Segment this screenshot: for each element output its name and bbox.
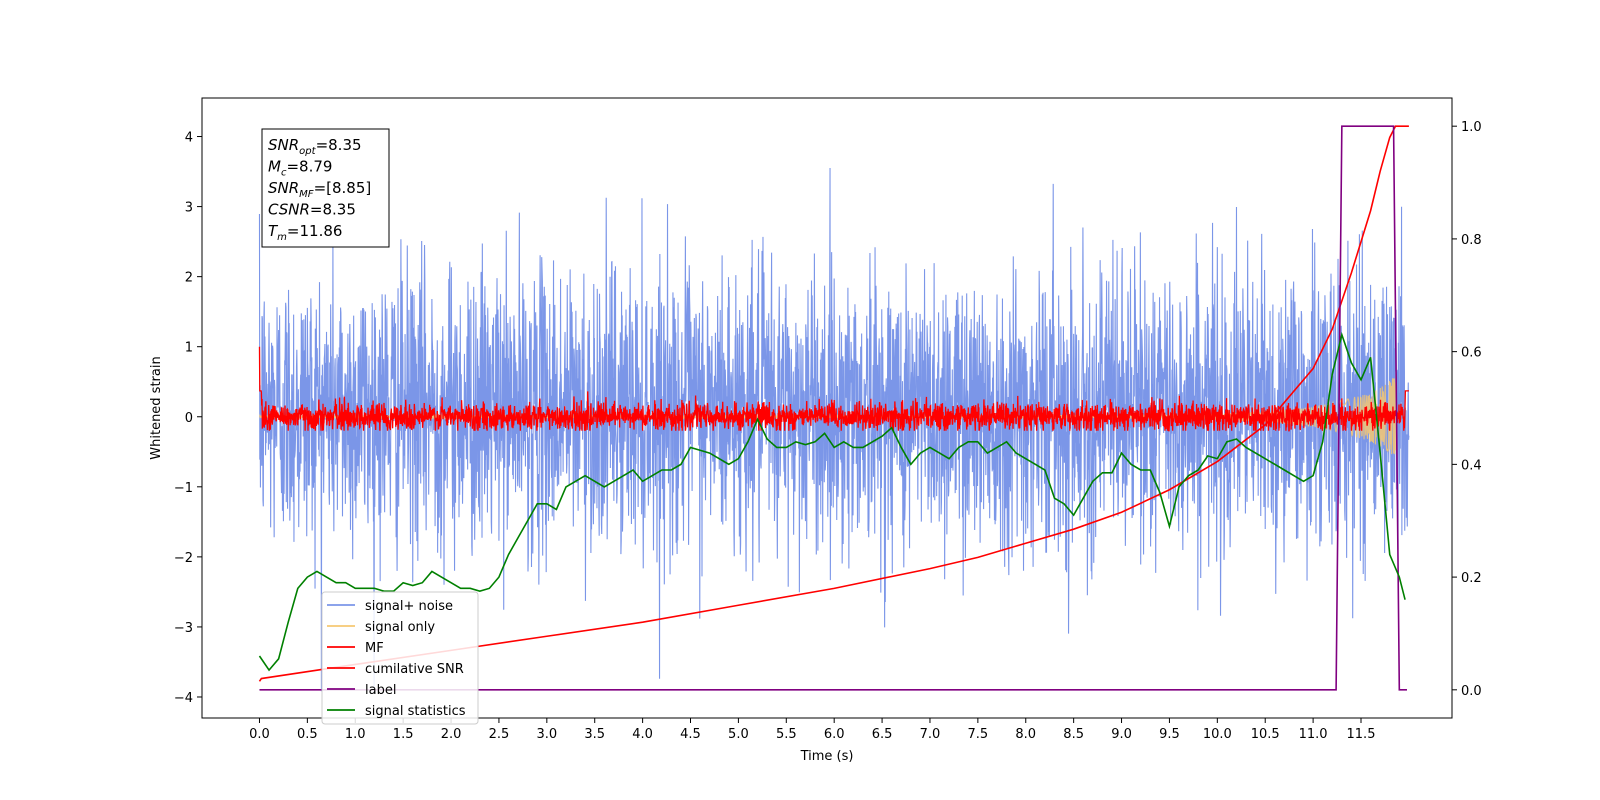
annotation-symbol: T: [268, 222, 279, 240]
y2-tick-label: 0.8: [1461, 233, 1482, 248]
x-tick-label: 10.5: [1251, 727, 1280, 742]
legend-entry: signal+ noise: [365, 599, 453, 614]
plot-area: [258, 125, 1410, 694]
y-tick-label: −2: [174, 551, 193, 566]
annotation-symbol: M: [268, 158, 281, 176]
y-axis-left: 4 3 2 1 0 −1 −2 −3 −4: [174, 131, 202, 706]
y-axis-right: 1.0 0.8 0.6 0.4 0.2 0.0: [1452, 120, 1482, 699]
y2-tick-label: 0.4: [1461, 458, 1482, 473]
x-axis-label: Time (s): [800, 749, 854, 764]
y-tick-label: −3: [174, 621, 193, 636]
annotation-symbol: SNR: [268, 179, 299, 197]
annotation-subscript: MF: [299, 189, 314, 200]
annotation-line: Tm=11.86: [268, 222, 342, 243]
x-tick-label: 9.0: [1111, 727, 1132, 742]
x-tick-label: 6.0: [824, 727, 845, 742]
y-tick-label: 4: [185, 131, 193, 146]
series-mf: [258, 346, 1409, 432]
annotation-value: =8.35: [316, 136, 362, 154]
y-tick-label: 3: [185, 201, 193, 216]
annotation-frame: [261, 128, 390, 248]
plot-frame: [201, 97, 1453, 719]
x-tick-label: 1.0: [345, 727, 366, 742]
x-tick-label: 4.5: [680, 727, 701, 742]
y-axis-label: Whitened strain: [149, 356, 164, 459]
y2-tick-label: 0.0: [1461, 684, 1482, 699]
x-tick-label: 2.5: [489, 727, 510, 742]
annotation-subscript: m: [277, 232, 287, 243]
x-tick-label: 5.0: [728, 727, 749, 742]
series-signal-noise: [258, 168, 1410, 694]
y2-tick-label: 1.0: [1461, 120, 1482, 135]
annotation-symbol: CSNR: [268, 201, 310, 219]
annotation-subscript: opt: [299, 146, 316, 157]
x-tick-label: 0.5: [297, 727, 318, 742]
annotation-line: CSNR=8.35: [268, 201, 356, 219]
x-tick-label: 11.5: [1347, 727, 1376, 742]
y2-tick-label: 0.6: [1461, 346, 1482, 361]
x-tick-label: 11.0: [1299, 727, 1328, 742]
x-tick-label: 2.0: [441, 727, 462, 742]
annotation-symbol: SNR: [268, 136, 299, 154]
y2-tick-label: 0.2: [1461, 571, 1482, 586]
y-tick-label: 1: [185, 341, 193, 356]
legend-entry: signal statistics: [365, 704, 466, 719]
annotation-subscript: c: [281, 168, 287, 179]
annotation-value: =8.35: [310, 201, 356, 219]
x-tick-label: 0.0: [249, 727, 270, 742]
annotation-value: =[8.85]: [314, 179, 372, 197]
annotation-line: SNRMF=[8.85]: [268, 179, 371, 200]
legend-entry: cumilative SNR: [365, 662, 464, 677]
legend: signal+ noise signal only MF cumilative SNR…: [321, 591, 479, 725]
x-tick-label: 7.5: [968, 727, 989, 742]
legend-entry: signal only: [365, 620, 435, 635]
x-tick-label: 5.5: [776, 727, 797, 742]
x-tick-label: 9.5: [1159, 727, 1180, 742]
x-tick-label: 3.5: [584, 727, 605, 742]
annotation-line: Mc=8.79: [268, 158, 332, 179]
legend-entry: MF: [365, 641, 384, 656]
x-tick-label: 3.0: [536, 727, 557, 742]
x-tick-label: 7.0: [920, 727, 941, 742]
y-tick-label: 0: [185, 411, 193, 426]
legend-frame: [321, 591, 479, 725]
stats-annotation-box: SNRopt=8.35Mc=8.79SNRMF=[8.85]CSNR=8.35T…: [261, 128, 390, 248]
annotation-line: SNRopt=8.35: [268, 136, 362, 157]
x-tick-label: 10.0: [1203, 727, 1232, 742]
y-tick-label: −4: [174, 691, 193, 706]
x-tick-label: 6.5: [872, 727, 893, 742]
series-label: [259, 125, 1407, 691]
legend-entry: label: [365, 683, 396, 698]
x-tick-label: 8.0: [1015, 727, 1036, 742]
annotation-value: =11.86: [287, 222, 343, 240]
x-axis: 0.0 0.5 1.0 1.5 2.0 2.5 3.0 3.5 4.0 4.5 5.0 5.5 6.0 6…: [249, 718, 1375, 742]
x-tick-label: 4.0: [632, 727, 653, 742]
series-signal-statistics: [258, 331, 1406, 672]
y-tick-label: −1: [174, 481, 193, 496]
annotation-value: =8.79: [286, 158, 332, 176]
x-tick-label: 1.5: [393, 727, 414, 742]
x-tick-label: 8.5: [1063, 727, 1084, 742]
y-tick-label: 2: [185, 271, 193, 286]
series-cumilative-snr: [258, 125, 1409, 682]
